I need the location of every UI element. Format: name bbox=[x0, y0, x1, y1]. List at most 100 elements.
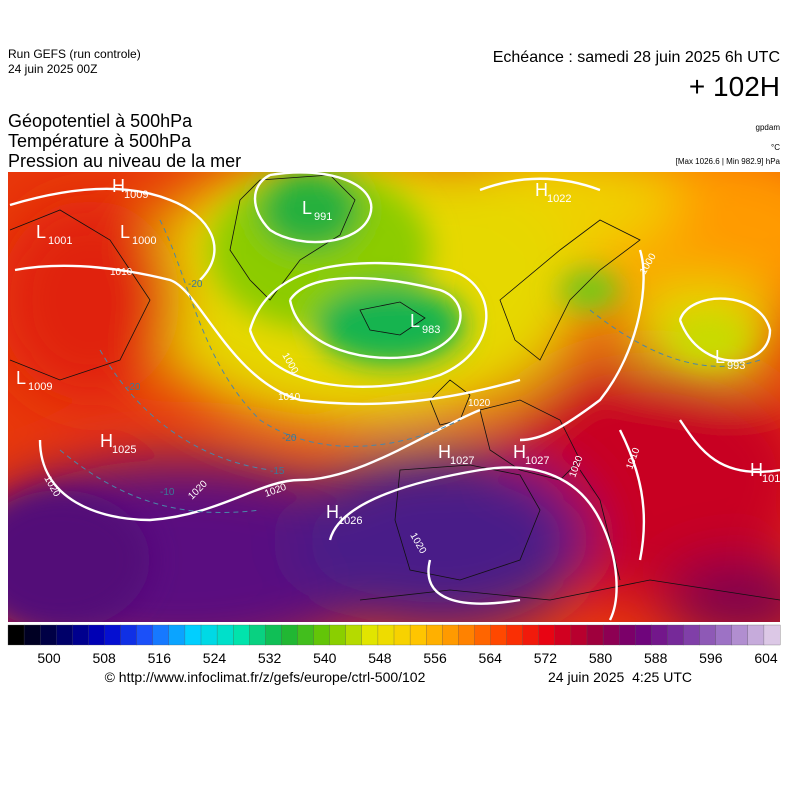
center-value: 1022 bbox=[547, 193, 571, 205]
colorbar-label: 572 bbox=[534, 650, 558, 666]
colorbar-swatch bbox=[216, 624, 234, 646]
footer-url: © http://www.infoclimat.fr/z/gefs/europe… bbox=[105, 669, 426, 685]
center-value: 1009 bbox=[124, 189, 148, 201]
footer-timestamp: 24 juin 2025 4:25 UTC bbox=[548, 669, 692, 685]
unit-geo: gpdam bbox=[756, 123, 781, 132]
center-letter: H bbox=[100, 431, 113, 451]
colorbar-swatch bbox=[168, 624, 186, 646]
colorbar-swatch bbox=[361, 624, 379, 646]
colorbar-swatch bbox=[683, 624, 701, 646]
colorbar-label: 508 bbox=[92, 650, 116, 666]
center-letter: H bbox=[513, 442, 526, 462]
colorbar-swatch bbox=[265, 624, 282, 646]
center-letter: H bbox=[750, 460, 763, 480]
colorbar-swatch bbox=[731, 624, 749, 646]
colorbar-swatch bbox=[506, 624, 524, 646]
center-value: 983 bbox=[422, 324, 440, 336]
colorbar-swatch bbox=[297, 624, 315, 646]
colorbar-swatch bbox=[393, 624, 411, 646]
lead-time: + 102H bbox=[689, 71, 780, 102]
center-value: 1001 bbox=[48, 235, 72, 247]
center-value: 1027 bbox=[525, 455, 549, 467]
title-geo: Géopotentiel à 500hPa bbox=[8, 111, 193, 131]
colorbar-swatch bbox=[715, 624, 733, 646]
colorbar-swatch bbox=[409, 624, 427, 646]
temperature-label: -15 bbox=[270, 466, 285, 477]
colorbar-swatch bbox=[458, 624, 475, 646]
colorbar-swatch bbox=[56, 624, 73, 646]
center-value: 1000 bbox=[132, 235, 156, 247]
run-date: 24 juin 2025 00Z bbox=[8, 62, 97, 76]
center-letter: H bbox=[326, 502, 339, 522]
colorbar-swatch bbox=[184, 624, 202, 646]
colorbar-swatch bbox=[442, 624, 459, 646]
colorbar-swatch bbox=[7, 624, 25, 646]
isobar-label: 1020 bbox=[468, 398, 491, 409]
colorbar-swatch bbox=[570, 624, 588, 646]
colorbar-swatch bbox=[538, 624, 556, 646]
colorbar-swatch bbox=[329, 624, 347, 646]
colorbar-swatch bbox=[104, 624, 122, 646]
colorbar-swatch bbox=[651, 624, 668, 646]
colorbar-label: 588 bbox=[644, 650, 668, 666]
colorbar-swatch bbox=[200, 624, 218, 646]
center-letter: L bbox=[715, 347, 725, 367]
center-letter: L bbox=[16, 368, 26, 388]
colorbar-swatch bbox=[667, 624, 684, 646]
colorbar-swatch bbox=[120, 624, 138, 646]
center-value: 101 bbox=[762, 473, 780, 485]
colorbar-swatch bbox=[23, 624, 41, 646]
colorbar-swatch bbox=[586, 624, 604, 646]
colorbar-label: 596 bbox=[699, 650, 723, 666]
center-letter: L bbox=[120, 222, 130, 242]
colorbar-swatch bbox=[602, 624, 620, 646]
center-letter: H bbox=[112, 176, 125, 196]
pressure-range: [Max 1026.6 | Min 982.9] hPa bbox=[676, 157, 781, 166]
colorbar-label: 556 bbox=[423, 650, 447, 666]
colorbar-swatch bbox=[377, 624, 395, 646]
colorbar-swatch bbox=[152, 624, 170, 646]
colorbar-label: 564 bbox=[479, 650, 503, 666]
isobars bbox=[9, 172, 780, 621]
center-value: 1026 bbox=[338, 515, 362, 527]
temperature-label: -20 bbox=[282, 433, 297, 444]
isotherms bbox=[59, 219, 761, 513]
center-letter: H bbox=[535, 180, 548, 200]
colorbar-label: 500 bbox=[37, 650, 61, 666]
colorbar-swatch bbox=[426, 624, 443, 646]
temperature-label: -20 bbox=[126, 382, 141, 393]
colorbar-label: 524 bbox=[203, 650, 227, 666]
unit-temp: °C bbox=[771, 143, 780, 152]
colorbar-swatch bbox=[522, 624, 540, 646]
title-temp: Température à 500hPa bbox=[8, 131, 192, 151]
isobar-label: 1010 bbox=[110, 267, 133, 278]
colorbar-swatch bbox=[72, 624, 89, 646]
colorbar-swatch bbox=[313, 624, 331, 646]
colorbar-swatch bbox=[619, 624, 636, 646]
colorbar-swatch bbox=[136, 624, 154, 646]
isobar-label: 1010 bbox=[278, 392, 301, 403]
colorbar-label: 532 bbox=[258, 650, 282, 666]
colorbar-label: 580 bbox=[589, 650, 613, 666]
temperature-label: -10 bbox=[160, 487, 175, 498]
colorbar-label: 516 bbox=[148, 650, 172, 666]
title-pressure: Pression au niveau de la mer bbox=[8, 151, 241, 171]
run-name: Run GEFS (run controle) bbox=[8, 47, 141, 61]
center-value: 1027 bbox=[450, 455, 474, 467]
colorbar-swatch bbox=[249, 624, 266, 646]
colorbar-swatch bbox=[474, 624, 491, 646]
center-value: 1025 bbox=[112, 444, 136, 456]
colorbar-swatch bbox=[281, 624, 298, 646]
colorbar-swatch bbox=[747, 624, 765, 646]
center-value: 993 bbox=[727, 360, 745, 372]
colorbar-swatch bbox=[345, 624, 363, 646]
colorbar-swatch bbox=[490, 624, 508, 646]
colorbar-swatch bbox=[88, 624, 105, 646]
colorbar-swatch bbox=[635, 624, 652, 646]
center-letter: L bbox=[36, 222, 46, 242]
echeance: Echéance : samedi 28 juin 2025 6h UTC bbox=[493, 49, 780, 66]
center-letter: L bbox=[410, 311, 420, 331]
center-letter: L bbox=[302, 198, 312, 218]
